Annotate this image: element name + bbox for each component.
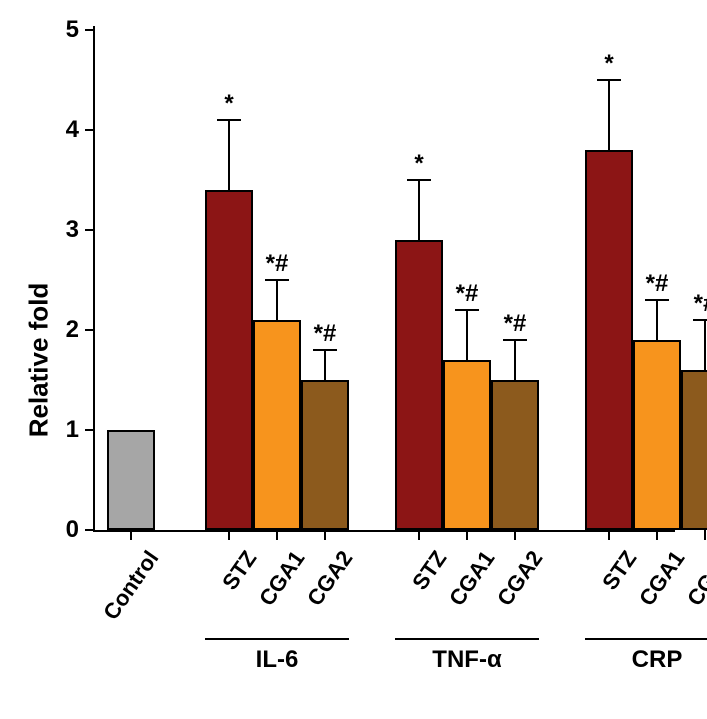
group-bracket bbox=[205, 638, 349, 640]
y-tick-label: 4 bbox=[39, 116, 79, 144]
y-axis-label: Relative fold bbox=[23, 282, 54, 437]
significance-mark: * bbox=[199, 90, 259, 118]
bar bbox=[443, 360, 491, 530]
group-label: IL-6 bbox=[205, 646, 349, 674]
y-tick bbox=[85, 229, 95, 231]
chart-container: { "chart": { "type": "bar", "ylabel": "R… bbox=[0, 0, 707, 719]
significance-mark: *# bbox=[437, 280, 497, 308]
group-label: TNF-α bbox=[395, 646, 539, 674]
x-tick bbox=[656, 530, 658, 540]
x-tick bbox=[608, 530, 610, 540]
error-bar bbox=[324, 350, 326, 380]
error-cap bbox=[503, 339, 527, 341]
error-bar bbox=[276, 280, 278, 320]
x-tick bbox=[324, 530, 326, 540]
significance-mark: * bbox=[389, 150, 449, 178]
bar bbox=[205, 190, 253, 530]
error-cap bbox=[597, 79, 621, 81]
group-bracket bbox=[395, 638, 539, 640]
significance-mark: *# bbox=[247, 250, 307, 278]
error-bar bbox=[418, 180, 420, 240]
error-bar bbox=[656, 300, 658, 340]
error-cap bbox=[313, 349, 337, 351]
error-bar bbox=[228, 120, 230, 190]
bar bbox=[395, 240, 443, 530]
error-cap bbox=[265, 279, 289, 281]
x-tick bbox=[276, 530, 278, 540]
x-tick bbox=[514, 530, 516, 540]
x-tick bbox=[466, 530, 468, 540]
bar bbox=[107, 430, 155, 530]
error-cap bbox=[407, 179, 431, 181]
x-tick bbox=[704, 530, 706, 540]
group-label: CRP bbox=[585, 646, 707, 674]
error-cap bbox=[455, 309, 479, 311]
significance-mark: *# bbox=[675, 290, 707, 318]
x-tick bbox=[228, 530, 230, 540]
significance-mark: *# bbox=[485, 310, 545, 338]
y-axis bbox=[93, 26, 95, 532]
x-tick bbox=[130, 530, 132, 540]
x-axis bbox=[93, 530, 675, 532]
bar bbox=[301, 380, 349, 530]
error-cap bbox=[645, 299, 669, 301]
x-tick bbox=[418, 530, 420, 540]
error-bar bbox=[704, 320, 706, 370]
y-tick-label: 2 bbox=[39, 316, 79, 344]
x-category-label: Control bbox=[74, 546, 164, 659]
error-cap bbox=[217, 119, 241, 121]
y-tick bbox=[85, 529, 95, 531]
bar bbox=[585, 150, 633, 530]
bar bbox=[633, 340, 681, 530]
y-tick bbox=[85, 29, 95, 31]
y-tick bbox=[85, 129, 95, 131]
significance-mark: * bbox=[579, 50, 639, 78]
group-bracket bbox=[585, 638, 707, 640]
y-tick bbox=[85, 329, 95, 331]
y-tick-label: 1 bbox=[39, 416, 79, 444]
y-tick-label: 0 bbox=[39, 516, 79, 544]
bar bbox=[253, 320, 301, 530]
error-bar bbox=[466, 310, 468, 360]
significance-mark: *# bbox=[295, 320, 355, 348]
error-cap bbox=[693, 319, 707, 321]
error-bar bbox=[514, 340, 516, 380]
y-tick-label: 5 bbox=[39, 16, 79, 44]
error-bar bbox=[608, 80, 610, 150]
y-tick-label: 3 bbox=[39, 216, 79, 244]
y-tick bbox=[85, 429, 95, 431]
bar bbox=[491, 380, 539, 530]
bar bbox=[681, 370, 707, 530]
